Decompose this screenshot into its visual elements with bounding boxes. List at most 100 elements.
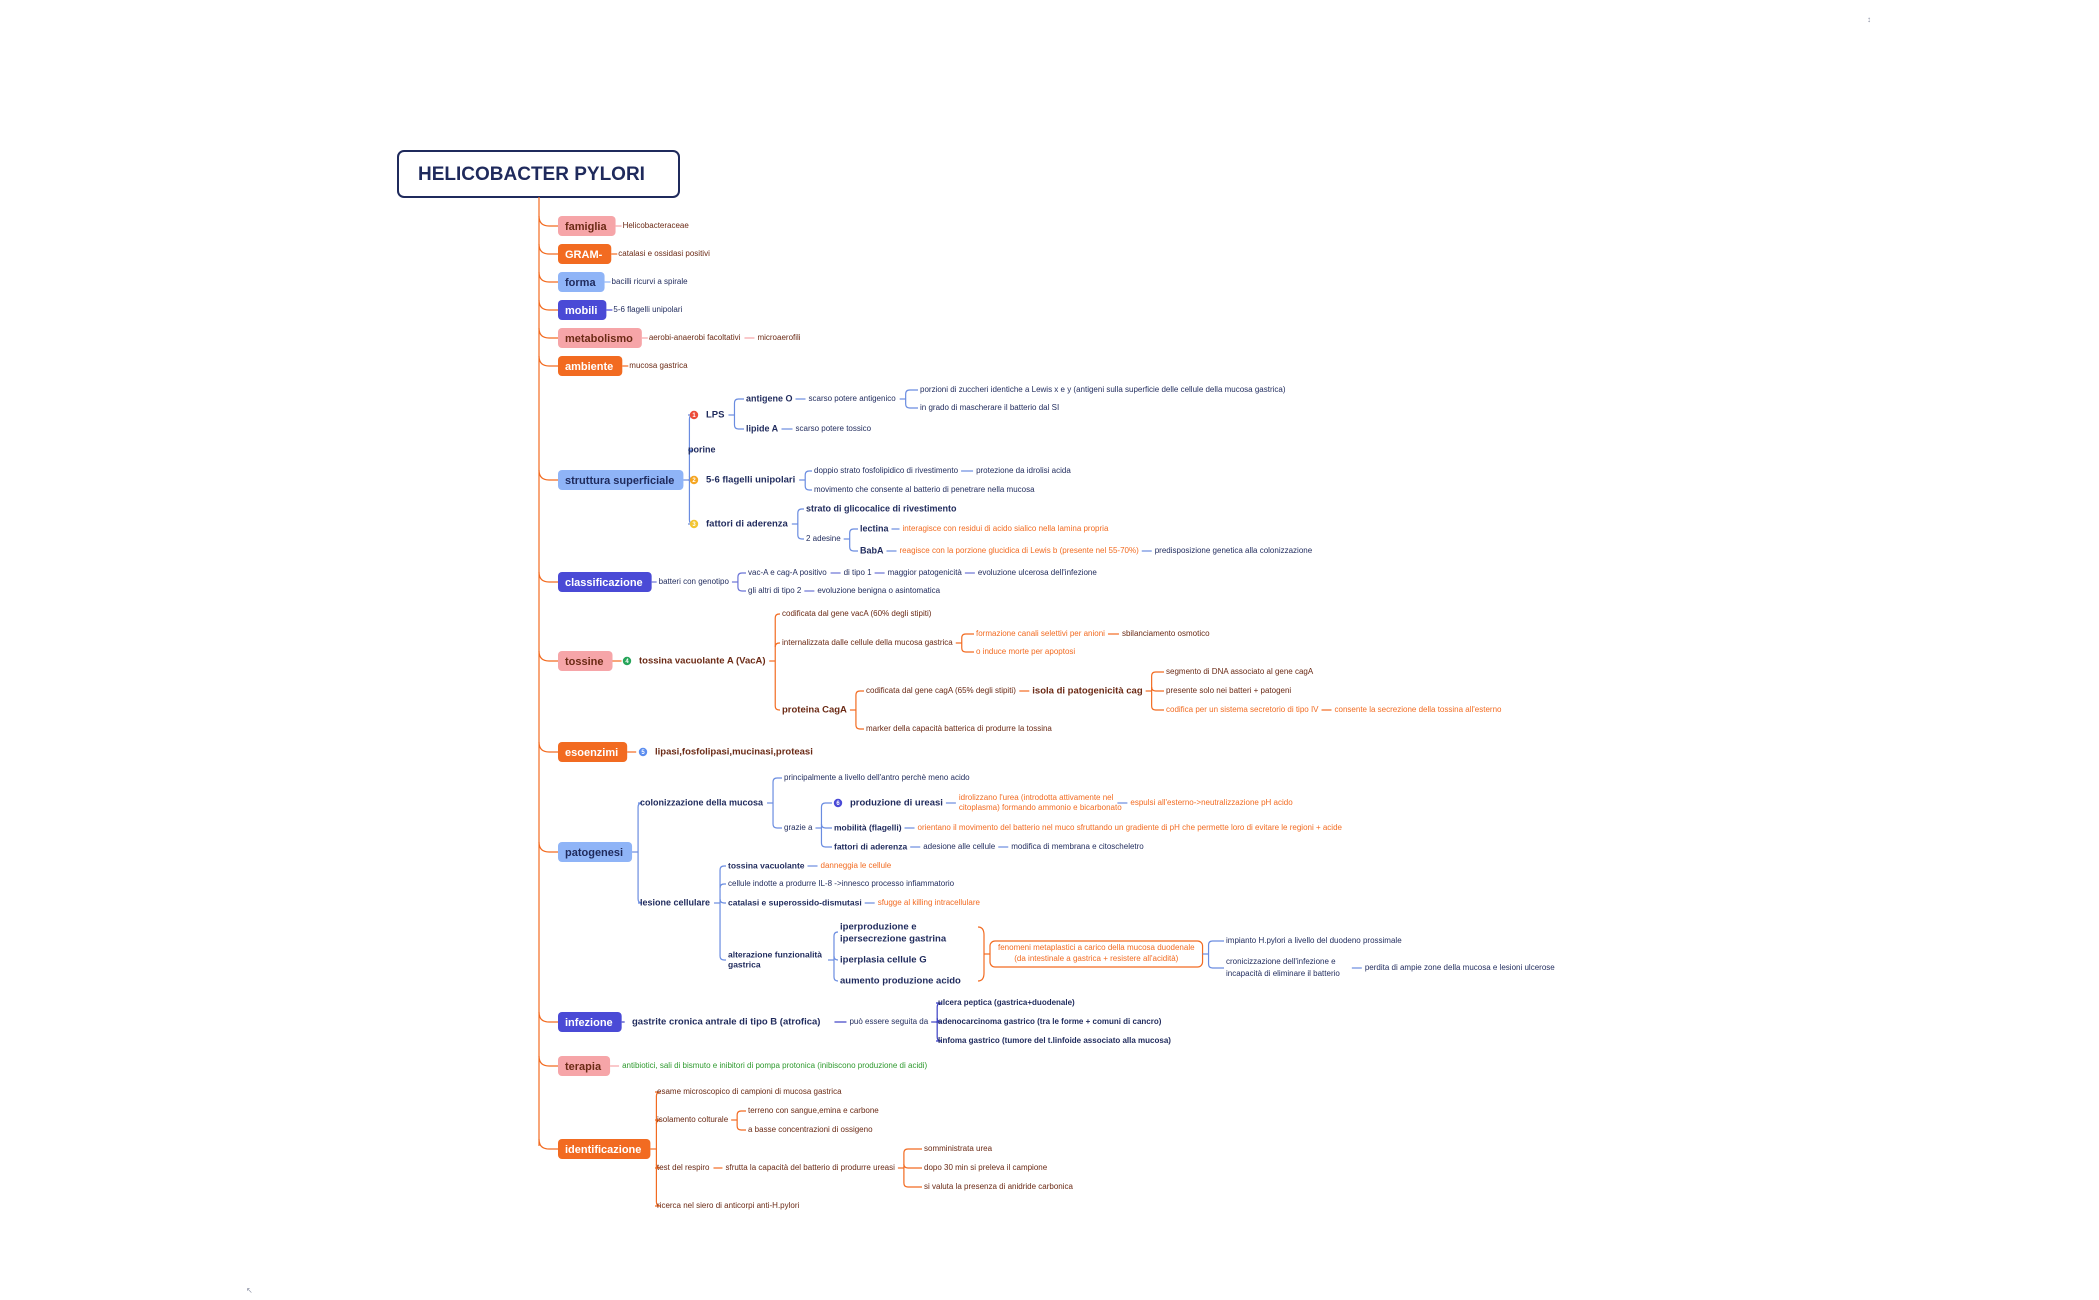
leaf-node: movimento che consente al batterio di pe… [814, 485, 1035, 494]
connector-line [655, 1163, 661, 1169]
connector-line [719, 883, 726, 889]
branch-label-metabolismo: metabolismo [565, 333, 633, 345]
leaf-node: interagisce con residui di acido sialico… [903, 524, 1109, 533]
connector-line [538, 355, 558, 367]
badge-number: 5 [641, 750, 645, 756]
resize-handle-bottom[interactable]: ↖ [246, 1286, 253, 1295]
connector-line [637, 898, 643, 904]
leaf-node: 2 adesine [806, 534, 841, 543]
leaf-node: catalasi e superossido-dismutasi [728, 897, 862, 907]
leaf-node: o induce morte per apoptosi [976, 647, 1075, 656]
leaf-node: antigene O [746, 393, 793, 403]
connector-line [977, 926, 985, 982]
leaf-node: Helicobacteraceae [623, 221, 690, 230]
leaf-node: batteri con genotipo [659, 577, 730, 586]
branch-ambiente[interactable] [558, 356, 623, 376]
branch-label-terapia: terapia [565, 1061, 602, 1073]
connector-line [538, 1011, 558, 1023]
connector-line [774, 705, 780, 711]
connector-line [688, 449, 694, 455]
connector-line [849, 528, 858, 534]
connector-line [833, 955, 839, 961]
leaf-node: somministrata urea [924, 1144, 993, 1153]
leaf-node: lipide A [746, 423, 779, 433]
leaf-node: colonizzazione della mucosa [640, 797, 764, 807]
branch-forma[interactable] [558, 272, 605, 292]
leaf-node: predisposizione genetica alla colonizzaz… [1155, 546, 1313, 555]
leaf-node: aerobi-anaerobi facoltativi [649, 333, 741, 342]
branch-label-famiglia: famiglia [565, 221, 607, 233]
leaf-node: modifica di membrana e citoscheletro [1011, 842, 1144, 851]
root-title: HELICOBACTER PYLORI [418, 164, 645, 185]
connector-line [903, 1148, 922, 1154]
branch-classificazione[interactable] [558, 572, 652, 592]
branch-infezione[interactable] [558, 1012, 622, 1032]
leaf-node: evoluzione ulcerosa dell'infezione [978, 568, 1097, 577]
leaf-node: gastrite cronica antrale di tipo B (atro… [632, 1017, 820, 1028]
connector-line [719, 865, 726, 871]
leaf-node: protezione da idrolisi acida [976, 466, 1071, 475]
leaf-node: lesione cellulare [640, 897, 710, 907]
leaf-node: codificata dal gene vacA (60% degli stip… [782, 609, 932, 618]
branch-struttura[interactable] [558, 470, 684, 490]
leaf-node: vac-A e cag-A positivo [748, 568, 827, 577]
leaf-node: iperproduzione e [840, 922, 917, 933]
connector-line [736, 1125, 746, 1131]
number-badge-icon [833, 798, 843, 808]
leaf-node: mucosa gastrica [629, 361, 688, 370]
leaf-node: 5-6 flagelli unipolari [706, 475, 795, 486]
leaf-node: terreno con sangue,emina e carbone [748, 1106, 879, 1115]
branch-label-gram: GRAM- [565, 249, 603, 261]
number-badge-icon [689, 410, 699, 420]
connector-line [772, 777, 782, 783]
branch-metabolismo[interactable] [558, 328, 642, 348]
connector-line [1151, 705, 1164, 711]
leaf-node: esame microscopico di campioni di mucosa… [657, 1087, 842, 1096]
connector-line [905, 389, 918, 395]
connector-line [719, 898, 726, 904]
connector-line [797, 508, 804, 514]
leaf-node: principalmente a livello dell'antro perc… [784, 773, 970, 782]
connector-line [1207, 940, 1224, 946]
branch-patogenesi[interactable] [558, 842, 633, 862]
branch-label-infezione: infezione [565, 1017, 613, 1029]
branch-label-mobili: mobili [565, 305, 597, 317]
branch-label-classificazione: classificazione [565, 577, 643, 589]
connector-line [1151, 686, 1164, 692]
leaf-node: sfugge al killing intracellulare [878, 898, 981, 907]
leaf-node: formazione canali selettivi per anioni [976, 629, 1105, 638]
leaf-node: fattori di aderenza [834, 841, 907, 851]
branch-identificazione[interactable] [558, 1139, 651, 1159]
leaf-node: doppio strato fosfolipidico di rivestime… [814, 466, 959, 475]
leaf-node: antibiotici, sali di bismuto e inibitori… [622, 1061, 927, 1070]
connector-line [820, 802, 832, 808]
leaf-node: impianto H.pylori a livello del duodeno … [1226, 936, 1402, 945]
branch-gram[interactable] [558, 244, 612, 264]
leaf-node: grazie a [784, 823, 813, 832]
branch-esoenzimi[interactable] [558, 742, 628, 762]
leaf-node: adesione alle cellule [923, 842, 996, 851]
branch-mobili[interactable] [558, 300, 607, 320]
leaf-node: si valuta la presenza di anidride carbon… [924, 1182, 1074, 1191]
leaf-node: segmento di DNA associato al gene cagA [1166, 667, 1314, 676]
leaf-node: di tipo 1 [844, 568, 873, 577]
connector-line [820, 842, 832, 848]
leaf-node: orientano il movimento del batterio nel … [918, 823, 1343, 832]
leaf-node: isolamento colturale [657, 1115, 729, 1124]
branch-terapia[interactable] [558, 1056, 611, 1076]
connector-line [903, 1182, 922, 1188]
connector-line [538, 650, 558, 662]
connector-line [833, 976, 839, 982]
connector-line [538, 469, 558, 481]
leaf-node: fattori di aderenza [706, 519, 789, 530]
connector-line [936, 1036, 942, 1042]
connector-line [538, 243, 558, 255]
branch-famiglia[interactable] [558, 216, 616, 236]
leaf-node: ipersecrezione gastrina [840, 934, 947, 945]
connector-line [655, 1119, 661, 1125]
branch-tossine[interactable] [558, 651, 613, 671]
leaf-node: può essere seguita da [849, 1017, 928, 1026]
resize-handle-top[interactable]: ↕ [1867, 15, 1871, 24]
leaf-node: microaerofili [757, 333, 800, 342]
leaf-node: gli altri di tipo 2 [748, 586, 802, 595]
